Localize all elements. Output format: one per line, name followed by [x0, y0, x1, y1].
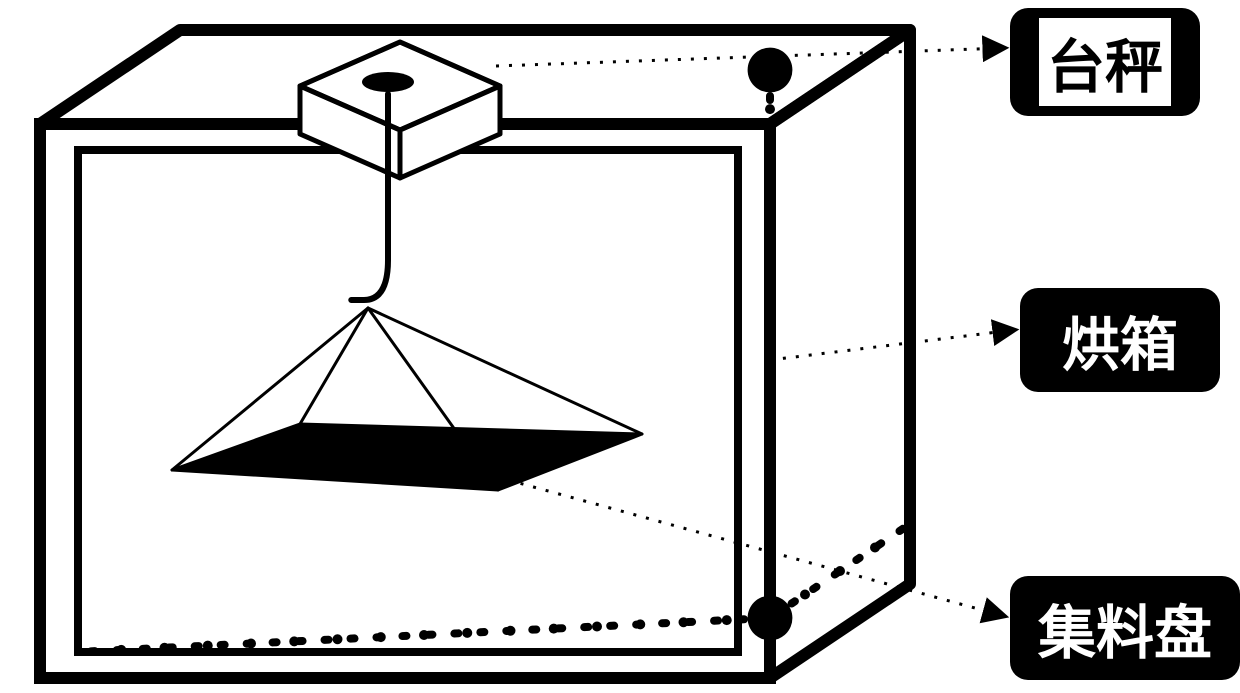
label-tray: 集料盘 — [1010, 576, 1240, 680]
leader — [770, 330, 1014, 360]
scale-pan — [362, 72, 414, 92]
label-scale-text: 台秤 — [1047, 35, 1163, 100]
label-tray-text: 集料盘 — [1038, 586, 1212, 670]
oven-opening — [78, 150, 738, 652]
label-oven-text: 烘箱 — [1062, 298, 1178, 382]
oven-front — [40, 124, 770, 678]
label-scale: 台秤 — [1010, 8, 1200, 116]
leader — [496, 48, 1004, 66]
label-oven: 烘箱 — [1020, 288, 1220, 392]
leader — [508, 480, 1004, 616]
